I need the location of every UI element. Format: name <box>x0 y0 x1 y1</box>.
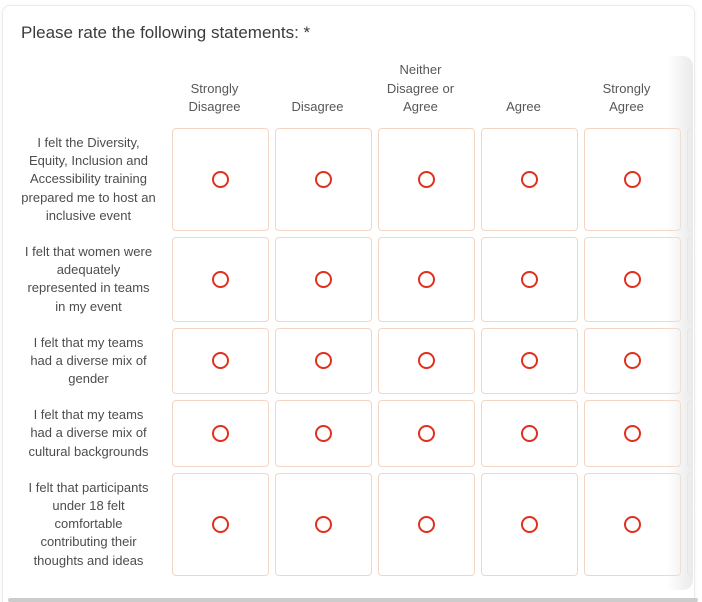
matrix-row-2: I felt that women were adequately repres… <box>11 236 693 322</box>
radio-row4-col1[interactable] <box>212 425 229 443</box>
question-card: Please rate the following statements: * … <box>2 5 695 602</box>
cell-row5-col6[interactable] <box>687 472 693 576</box>
radio-row1-col3[interactable] <box>418 170 435 188</box>
cell-row1-col1[interactable] <box>172 128 269 231</box>
row-label-4: I felt that my teams had a diverse mix o… <box>28 407 149 459</box>
radio-row4-col4[interactable] <box>521 425 538 443</box>
radio-row5-col3[interactable] <box>418 515 435 533</box>
matrix-row-3: I felt that my teams had a diverse mix o… <box>11 327 693 395</box>
cell-row3-col4[interactable] <box>481 327 578 395</box>
rating-matrix: Strongly Disagree Disagree Neither Disagre… <box>11 56 693 576</box>
radio-row4-col2[interactable] <box>315 425 332 443</box>
radio-row3-col5[interactable] <box>624 352 641 370</box>
cell-row1-col4[interactable] <box>481 128 578 231</box>
row-label-1: I felt the Diversity, Equity, Inclusion … <box>21 135 156 223</box>
cell-row2-col3[interactable] <box>378 236 475 322</box>
radio-row1-col1[interactable] <box>212 170 229 188</box>
radio-row5-col2[interactable] <box>315 515 332 533</box>
cell-row2-col1[interactable] <box>172 236 269 322</box>
radio-row1-col4[interactable] <box>521 170 538 188</box>
radio-row2-col4[interactable] <box>521 270 538 288</box>
cell-row1-col5[interactable] <box>584 128 681 231</box>
row-label-2: I felt that women were adequately repres… <box>24 243 153 314</box>
cell-row4-col2[interactable] <box>275 400 372 467</box>
cell-row5-col2[interactable] <box>275 472 372 576</box>
radio-row3-col2[interactable] <box>315 352 332 370</box>
column-header-3: Neither Disagree or Agree <box>386 62 455 114</box>
radio-row5-col1[interactable] <box>212 515 229 533</box>
column-header-5: Strongly Agree <box>602 80 651 114</box>
row-label-3: I felt that my teams had a diverse mix o… <box>30 334 147 387</box>
cell-row1-col3[interactable] <box>378 128 475 231</box>
radio-row3-col4[interactable] <box>521 352 538 370</box>
cell-row5-col1[interactable] <box>172 472 269 576</box>
cell-row3-col2[interactable] <box>275 327 372 395</box>
radio-row2-col1[interactable] <box>212 270 229 288</box>
cell-row1-col6[interactable] <box>687 128 693 231</box>
matrix-scroll-area[interactable]: Strongly Disagree Disagree Neither Disagre… <box>11 56 693 590</box>
radio-row2-col2[interactable] <box>315 270 332 288</box>
cell-row2-col6[interactable] <box>687 236 693 322</box>
radio-row3-col1[interactable] <box>212 352 229 370</box>
cell-row2-col5[interactable] <box>584 236 681 322</box>
matrix-row-5: I felt that participants under 18 felt c… <box>11 472 693 576</box>
row-label-5: I felt that participants under 18 felt c… <box>28 479 149 568</box>
cell-row4-col6[interactable] <box>687 400 693 467</box>
cell-row3-col6[interactable] <box>687 327 693 395</box>
cell-row4-col1[interactable] <box>172 400 269 467</box>
cell-row4-col4[interactable] <box>481 400 578 467</box>
column-header-1: Strongly Disagree <box>188 80 241 114</box>
radio-row4-col5[interactable] <box>624 425 641 443</box>
cell-row5-col4[interactable] <box>481 472 578 576</box>
cell-row3-col3[interactable] <box>378 327 475 395</box>
cell-row1-col2[interactable] <box>275 128 372 231</box>
cell-row5-col5[interactable] <box>584 472 681 576</box>
cell-row3-col1[interactable] <box>172 327 269 395</box>
cell-row4-col3[interactable] <box>378 400 475 467</box>
radio-row4-col3[interactable] <box>418 425 435 443</box>
radio-row1-col2[interactable] <box>315 170 332 188</box>
cell-row2-col4[interactable] <box>481 236 578 322</box>
matrix-row-4: I felt that my teams had a diverse mix o… <box>11 400 693 467</box>
cell-row2-col2[interactable] <box>275 236 372 322</box>
radio-row2-col3[interactable] <box>418 270 435 288</box>
header-row: Strongly Disagree Disagree Neither Disagre… <box>166 56 693 128</box>
matrix-row-1: I felt the Diversity, Equity, Inclusion … <box>11 128 693 231</box>
radio-row3-col3[interactable] <box>418 352 435 370</box>
radio-row1-col5[interactable] <box>624 170 641 188</box>
horizontal-scrollbar-thumb[interactable] <box>8 598 698 602</box>
column-header-2: Disagree <box>291 98 344 114</box>
radio-row5-col4[interactable] <box>521 515 538 533</box>
radio-row2-col5[interactable] <box>624 270 641 288</box>
cell-row3-col5[interactable] <box>584 327 681 395</box>
column-header-4: Agree <box>506 98 541 114</box>
cell-row4-col5[interactable] <box>584 400 681 467</box>
radio-row5-col5[interactable] <box>624 515 641 533</box>
question-title: Please rate the following statements: * <box>21 23 311 42</box>
cell-row5-col3[interactable] <box>378 472 475 576</box>
